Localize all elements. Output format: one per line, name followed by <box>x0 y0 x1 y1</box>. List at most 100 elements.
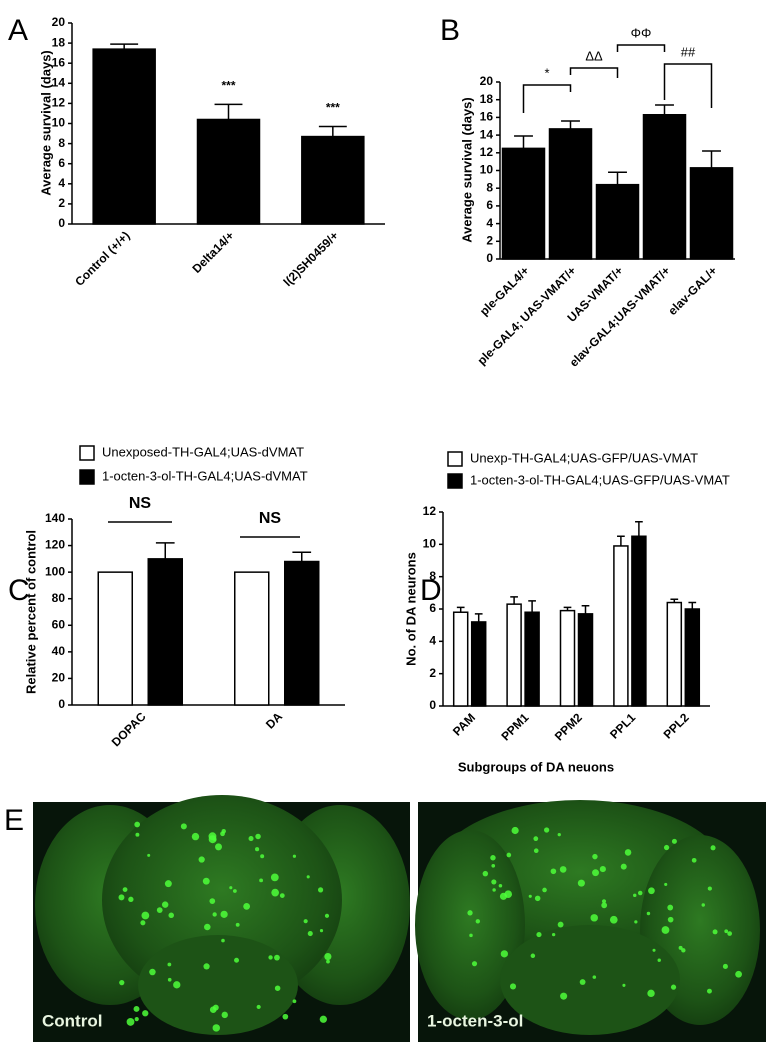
fluorescent-spot <box>735 970 742 978</box>
fluorescent-spot <box>661 926 670 934</box>
fluorescent-spot <box>722 963 728 969</box>
fluorescent-spot <box>551 932 556 937</box>
fluorescent-spot <box>292 854 297 858</box>
fluorescent-spot <box>118 894 125 901</box>
fluorescent-spot <box>292 999 297 1004</box>
fluorescent-spot <box>670 984 677 990</box>
y-tick-label: 20 <box>52 15 66 29</box>
y-tick-label: 14 <box>52 75 66 89</box>
error-bar <box>617 535 625 546</box>
fluorescent-spot <box>168 912 175 919</box>
brain-lobe <box>415 830 525 1020</box>
fluorescent-spot <box>274 954 280 961</box>
fluorescent-spot <box>248 836 254 842</box>
x-tick-label: Delta14/+ <box>189 228 236 275</box>
fluorescent-spot <box>560 992 568 1000</box>
fluorescent-spot <box>232 889 237 893</box>
fluorescent-spot <box>647 989 655 998</box>
x-tick-label: PPL2 <box>661 710 692 741</box>
fluorescent-spot <box>126 1017 135 1026</box>
fluorescent-spot <box>319 1015 328 1023</box>
significance-label: ΦΦ <box>631 25 652 40</box>
fluorescent-spot <box>255 833 261 840</box>
fluorescent-spot <box>202 877 210 885</box>
y-axis-title: Relative percent of control <box>23 530 38 694</box>
fluorescent-spot <box>221 1011 228 1019</box>
error-bar <box>563 606 572 611</box>
fluorescent-spot <box>491 863 496 868</box>
fluorescent-spot <box>256 1004 261 1010</box>
bar <box>506 603 522 707</box>
bar <box>631 535 647 707</box>
significance-bracket <box>569 67 619 78</box>
y-tick-label: 8 <box>429 569 436 583</box>
fluorescent-spot <box>577 879 585 887</box>
error-bar <box>561 120 580 129</box>
legend-label: 1-octen-3-ol-TH-GAL4;UAS-dVMAT <box>102 468 308 483</box>
fluorescent-spot <box>634 920 638 924</box>
fluorescent-spot <box>229 886 233 890</box>
significance-label: * <box>544 65 549 80</box>
fluorescent-spot <box>710 845 716 851</box>
fluorescent-spot <box>471 961 478 967</box>
fluorescent-spot <box>663 844 670 851</box>
fluorescent-spot <box>469 933 473 938</box>
fluorescent-spot <box>724 929 729 934</box>
significance-bracket <box>663 63 713 108</box>
fluorescent-spot <box>511 826 519 835</box>
y-tick-label: 4 <box>486 216 493 230</box>
bar <box>97 571 133 706</box>
error-bar <box>318 125 347 137</box>
y-tick-label: 40 <box>52 644 66 658</box>
significance-label: NS <box>129 495 152 512</box>
fluorescent-spot <box>317 887 324 893</box>
y-tick-label: 10 <box>423 537 437 551</box>
fluorescent-spot <box>482 870 489 877</box>
significance-label: ΔΔ <box>585 48 603 63</box>
error-bar <box>635 520 643 537</box>
y-tick-label: 2 <box>429 666 436 680</box>
panel-label: A <box>8 14 28 47</box>
panel-label: E <box>4 804 24 837</box>
fluorescent-spot <box>678 945 683 950</box>
x-tick-label: Control (+/+) <box>72 228 132 288</box>
y-tick-label: 6 <box>58 156 65 170</box>
y-tick-label: 18 <box>480 92 494 106</box>
bar <box>548 128 593 260</box>
fluorescent-spot <box>475 919 481 924</box>
fluorescent-spot <box>326 959 330 964</box>
fluorescent-spot <box>590 914 598 922</box>
fluorescent-spot <box>142 1010 149 1017</box>
fluorescent-spot <box>167 977 172 982</box>
legend-swatch <box>79 469 95 485</box>
y-tick-label: 4 <box>429 634 436 648</box>
bar <box>234 571 270 706</box>
micrograph: 1-octen-3-ol <box>415 800 766 1042</box>
legend-swatch <box>447 473 463 489</box>
fluorescent-spot <box>167 962 172 967</box>
brain-lobe <box>500 925 680 1035</box>
fluorescent-spot <box>691 857 697 863</box>
fluorescent-spot <box>161 901 169 908</box>
fluorescent-spot <box>164 880 172 888</box>
y-tick-label: 12 <box>423 504 437 518</box>
fluorescent-spot <box>307 930 313 937</box>
fluorescent-spot <box>599 866 606 873</box>
fluorescent-spot <box>671 838 677 844</box>
y-tick-label: 8 <box>58 136 65 150</box>
fluorescent-spot <box>701 903 705 907</box>
image-caption: 1-octen-3-ol <box>427 1011 523 1030</box>
fluorescent-spot <box>536 932 542 938</box>
fluorescent-spot <box>271 888 279 897</box>
fluorescent-spot <box>234 957 240 963</box>
error-bar <box>456 606 465 613</box>
fluorescent-spot <box>135 832 140 837</box>
fluorescent-spot <box>212 912 217 917</box>
fluorescent-spot <box>259 878 264 883</box>
fluorescent-spot <box>208 832 217 841</box>
fluorescent-spot <box>274 985 281 991</box>
y-axis-title: No. of DA neurons <box>403 552 418 666</box>
fluorescent-spot <box>528 894 532 898</box>
legend-swatch <box>79 445 95 461</box>
